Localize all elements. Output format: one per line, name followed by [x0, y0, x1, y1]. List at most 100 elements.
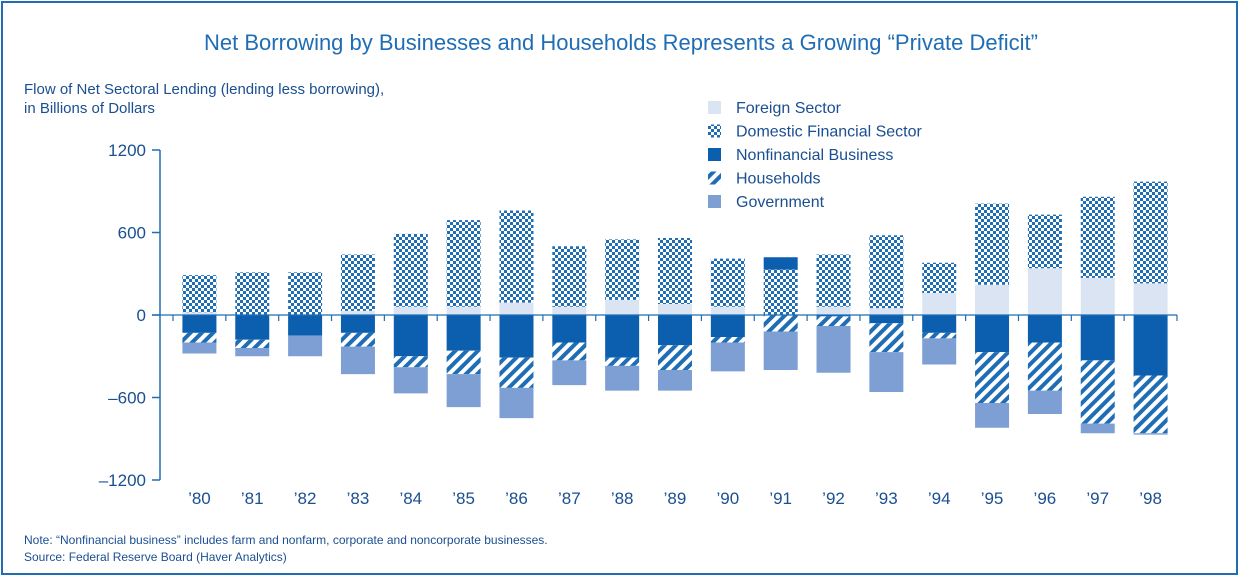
bar-segment-foreign-sector: [605, 299, 640, 315]
bar-segment-government: [1133, 433, 1168, 435]
bar-segment-foreign-sector: [869, 308, 904, 315]
legend-swatch-foreign-sector: [708, 101, 721, 114]
bar-segment-government: [235, 348, 270, 357]
bar-segment-nonfinancial-business: [922, 315, 957, 333]
chart-note: Note: “Nonfinancial business” includes f…: [24, 533, 548, 547]
bar-segment-government: [710, 342, 745, 372]
bar-segment-government: [658, 370, 692, 391]
x-tick-label: ’90: [716, 489, 739, 508]
bar-segment-domestic-financial-sector: [975, 203, 1010, 285]
bar-segment-government: [340, 346, 375, 375]
bar-segment-nonfinancial-business: [552, 315, 587, 343]
bar-segment-government: [552, 360, 587, 386]
bar-segment-government: [922, 338, 957, 365]
bar-segment-nonfinancial-business: [710, 315, 745, 337]
bar-segment-foreign-sector: [182, 312, 217, 315]
bar-segment-government: [763, 331, 798, 370]
y-tick-label: 0: [137, 306, 146, 325]
chart-source: Source: Federal Reserve Board (Haver Ana…: [24, 550, 287, 564]
bar-segment-nonfinancial-business: [975, 315, 1010, 353]
bar-segment-nonfinancial-business: [182, 315, 217, 333]
bar-segment-nonfinancial-business: [763, 257, 798, 270]
bar-segment-government: [499, 387, 534, 419]
bar-segment-nonfinancial-business: [288, 315, 323, 336]
x-tick-label: ’86: [505, 489, 528, 508]
bar-segment-domestic-financial-sector: [922, 262, 957, 293]
bar-segment-nonfinancial-business: [340, 315, 375, 333]
plot-area: 1200 600 0 –600 –1200 ’80 ’81 ’82 ’83 ’84 ’85 ’86 ’8…: [99, 141, 1178, 508]
bar-segment-nonfinancial-business: [1133, 315, 1168, 376]
y-tick-label: –600: [108, 389, 146, 408]
bar-segment-domestic-financial-sector: [710, 258, 745, 307]
x-tick-label: ’81: [241, 489, 264, 508]
bar-segment-nonfinancial-business: [499, 315, 534, 358]
bar-segment-domestic-financial-sector: [763, 269, 798, 315]
bar-segment-households: [235, 339, 270, 348]
bar-segment-domestic-financial-sector: [182, 275, 217, 313]
bar-segment-households: [446, 350, 481, 375]
x-tick-label: ’83: [347, 489, 370, 508]
bar-segment-domestic-financial-sector: [499, 210, 534, 303]
legend-label: Nonfinancial Business: [736, 147, 893, 164]
bar-segment-foreign-sector: [922, 293, 957, 315]
bar-segment-government: [288, 335, 323, 357]
x-tick-label: ’92: [822, 489, 845, 508]
legend-label: Foreign Sector: [736, 100, 842, 117]
bar-segment-government: [1080, 423, 1115, 434]
bar-segment-households: [1027, 342, 1062, 391]
bar-segment-domestic-financial-sector: [1133, 181, 1168, 284]
bar-segment-households: [816, 316, 851, 326]
y-axis-label-line1: Flow of Net Sectoral Lending (lending le…: [24, 81, 384, 98]
y-tick-label: 600: [118, 224, 146, 243]
x-tick-label: ’87: [558, 489, 581, 508]
x-tick-label: ’91: [769, 489, 792, 508]
bar-segment-nonfinancial-business: [1027, 315, 1062, 343]
x-tick-label: ’85: [452, 489, 475, 508]
bar-segment-government: [446, 374, 481, 408]
bar-segment-foreign-sector: [975, 284, 1010, 315]
bar-segment-nonfinancial-business: [869, 315, 904, 324]
bar-segment-foreign-sector: [393, 306, 428, 315]
legend-label: Government: [736, 194, 825, 211]
bar-segment-domestic-financial-sector: [816, 254, 851, 307]
bar-segment-households: [182, 332, 217, 343]
legend-label: Domestic Financial Sector: [736, 124, 923, 141]
bar-segment-domestic-financial-sector: [1080, 196, 1115, 278]
bar-segment-domestic-financial-sector: [235, 272, 270, 315]
bar-segment-households: [658, 345, 692, 370]
legend-swatch-households: [708, 171, 721, 185]
bar-segment-foreign-sector: [710, 306, 745, 315]
bar-segment-foreign-sector: [1027, 268, 1062, 315]
legend-label: Households: [736, 171, 821, 188]
legend: Foreign Sector Domestic Financial Sector N…: [708, 100, 923, 211]
bar-segment-government: [975, 403, 1010, 428]
bar-segment-domestic-financial-sector: [340, 254, 375, 311]
bar-segment-households: [975, 352, 1010, 403]
x-tick-label: ’96: [1034, 489, 1057, 508]
legend-swatch-nonfinancial-business: [708, 148, 721, 161]
bar-segment-households: [1133, 375, 1168, 434]
bar-segment-domestic-financial-sector: [605, 239, 640, 300]
x-tick-label: ’98: [1139, 489, 1162, 508]
bar-segment-foreign-sector: [446, 306, 481, 315]
x-tick-label: ’80: [188, 489, 211, 508]
bar-segment-foreign-sector: [552, 306, 587, 315]
bar-segment-government: [393, 367, 428, 394]
bar-segment-foreign-sector: [340, 310, 375, 315]
bar-segment-households: [605, 357, 640, 366]
x-tick-label: ’88: [611, 489, 634, 508]
bar-segment-households: [499, 357, 534, 388]
bar-segment-nonfinancial-business: [446, 315, 481, 351]
bar-segment-foreign-sector: [816, 306, 851, 315]
bar-segment-households: [393, 356, 428, 368]
bar-segment-households: [340, 332, 375, 347]
bar-segment-domestic-financial-sector: [393, 233, 428, 307]
bar-segment-households: [763, 315, 798, 332]
bar-segment-domestic-financial-sector: [288, 272, 323, 315]
bar-segment-foreign-sector: [1133, 283, 1168, 315]
bar-segment-foreign-sector: [658, 304, 692, 315]
bar-segment-government: [605, 365, 640, 391]
x-tick-label: ’82: [294, 489, 317, 508]
y-tick-label: –1200: [99, 471, 146, 490]
